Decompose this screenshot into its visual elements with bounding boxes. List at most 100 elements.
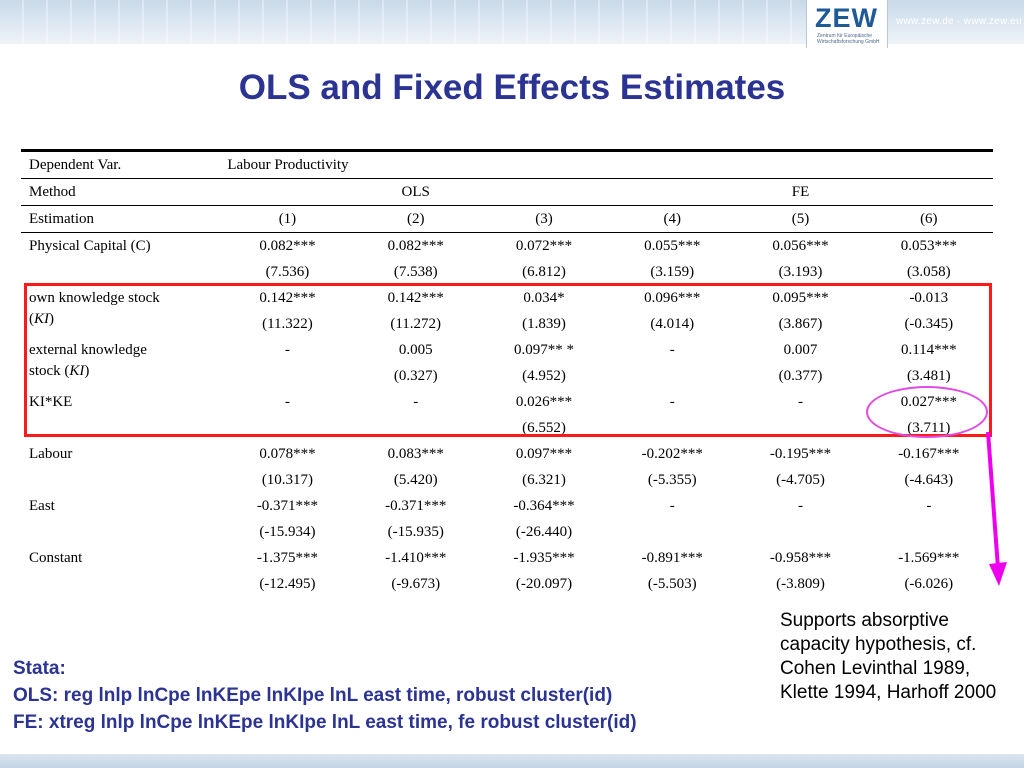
coef-cell: - [798,394,803,410]
coef-cell: - [284,342,290,358]
stata-commands: Stata: OLS: reg lnlp lnCpe lnKEpe lnKIpe… [13,655,637,736]
table-row-coef: external knowledge stock (KI) - 0.005 0.0… [21,337,993,379]
stata-heading: Stata: [13,658,66,679]
header-url: www.zew.de · www.zew.eu [896,16,1022,27]
table-row-dependent: Dependent Var. Labour Productivity [21,149,993,179]
coef-cell: -0.958*** [769,550,832,566]
se-cell: (-15.935) [387,524,444,540]
se-cell: (-0.345) [904,316,954,332]
coef-cell: - [669,498,675,514]
se-cell: (-26.440) [515,524,573,540]
se-cell: (-15.934) [259,524,316,540]
se-cell: (3.481) [906,368,951,384]
arrow-head [989,562,1007,586]
table-row-se: (11.322) (11.272) (1.839) (4.014) (3.867… [21,311,993,337]
se-cell: (1.839) [522,316,566,332]
se-cell: (-6.026) [904,576,954,592]
se-cell: (4.952) [522,368,566,384]
table-row-coef: Labour 0.078*** 0.083*** 0.097*** -0.202… [21,441,993,467]
logo-text: ZEW [815,3,878,33]
table-row-coef: own knowledge stock (KI) 0.142*** 0.142**… [21,285,993,327]
se-cell: (11.322) [262,316,313,332]
se-cell: (10.317) [261,472,314,488]
coef-cell: 0.005 [398,342,433,358]
se-cell: (5.420) [393,472,438,488]
se-cell: (6.321) [522,472,566,488]
se-cell: (0.327) [393,368,438,384]
se-cell: (3.193) [778,264,823,280]
column-header: (6) [864,205,993,233]
table-row-se: (7.536) (7.538) (6.812) (3.159) (3.193) … [21,259,993,285]
row-label: Constant [29,550,83,566]
table-row-coef: East -0.371*** -0.371*** -0.364*** - - - [21,493,993,519]
coef-cell: 0.034* [523,290,565,306]
se-cell: (6.812) [522,264,566,280]
se-cell [736,519,864,545]
coef-cell: -0.167*** [898,446,960,462]
coef-cell: 0.096*** [644,290,701,306]
row-label: own knowledge stock (KI) [29,290,160,327]
se-cell [608,519,736,545]
arrow-shaft [986,431,1000,569]
row-label: Physical Capital (C) [29,238,151,254]
coef-cell: -1.935*** [513,550,575,566]
estimation-label: Estimation [21,205,224,233]
column-header: (3) [479,205,609,233]
coef-cell: 0.007 [783,342,818,358]
row-label: Labour [29,446,73,462]
coef-cell: -1.569*** [898,550,960,566]
knowledge-highlight-box [24,283,992,437]
coef-cell: -0.195*** [769,446,832,462]
row-label: external knowledge stock (KI) [29,342,147,379]
logo-subtitle: Zentrum für Europäische Wirtschaftsforsc… [817,33,880,45]
table-row-method: Method OLS FE [21,178,993,206]
column-header: (2) [351,205,480,233]
coef-cell: 0.082*** [259,238,316,254]
coef-cell: 0.142*** [259,290,316,306]
coef-cell: -0.202*** [641,446,703,462]
down-arrow-icon [986,431,1007,586]
coef-cell: -0.891*** [641,550,703,566]
column-header: (1) [223,205,352,233]
column-header: (5) [736,205,865,233]
se-cell: (6.552) [522,420,566,436]
coef-cell: -0.371*** [256,498,319,514]
method-ols: OLS [223,178,609,206]
se-cell: (4.014) [650,316,695,332]
column-header: (4) [608,205,737,233]
dependent-label: Dependent Var. [21,149,224,179]
method-label: Method [21,178,224,206]
table-row-se: (-12.495) (-9.673) (-20.097) (-5.503) (-… [21,571,993,597]
se-cell: (0.377) [778,368,823,384]
coef-cell: -0.013 [909,290,949,306]
coef-cell: 0.097*** [515,446,573,462]
se-cell: (3.159) [650,264,695,280]
slide-title: OLS and Fixed Effects Estimates [238,68,786,107]
table-row-estimation: Estimation (1) (2) (3) (4) (5) (6) [21,205,993,233]
se-cell: (11.272) [390,316,442,332]
table-row-coef: Physical Capital (C) 0.082*** 0.082*** 0… [21,233,993,260]
coef-cell: - [798,498,803,514]
coef-cell: 0.097** * [513,342,574,358]
se-cell: (-20.097) [515,576,573,592]
coef-cell: - [926,498,932,514]
stata-fe-command: FE: xtreg lnlp lnCpe lnKEpe lnKIpe lnL e… [13,712,637,733]
header-stripes [0,0,800,44]
se-cell: (7.538) [393,264,438,280]
table-row-se: (10.317) (5.420) (6.321) (-5.355) (-4.70… [21,467,993,493]
table-row-se: (0.327) (4.952) (0.377) (3.481) [21,363,993,389]
coef-cell: - [669,394,675,410]
absorptive-capacity-note: Supports absorptive capacity hypothesis,… [780,610,997,703]
se-cell: (-4.705) [776,472,825,488]
coef-cell: -1.410*** [385,550,447,566]
coef-cell: 0.056*** [772,238,829,254]
coef-cell: -1.375*** [256,550,319,566]
coef-cell: 0.055*** [644,238,701,254]
se-cell: (-5.503) [647,576,697,592]
coef-cell: -0.371*** [385,498,447,514]
coef-cell: 0.072*** [515,238,573,254]
regression-table: Dependent Var. Labour Productivity Metho… [21,149,993,597]
coef-cell: 0.026*** [515,394,573,410]
se-cell: (-4.643) [904,472,954,488]
coef-cell: 0.078*** [259,446,316,462]
